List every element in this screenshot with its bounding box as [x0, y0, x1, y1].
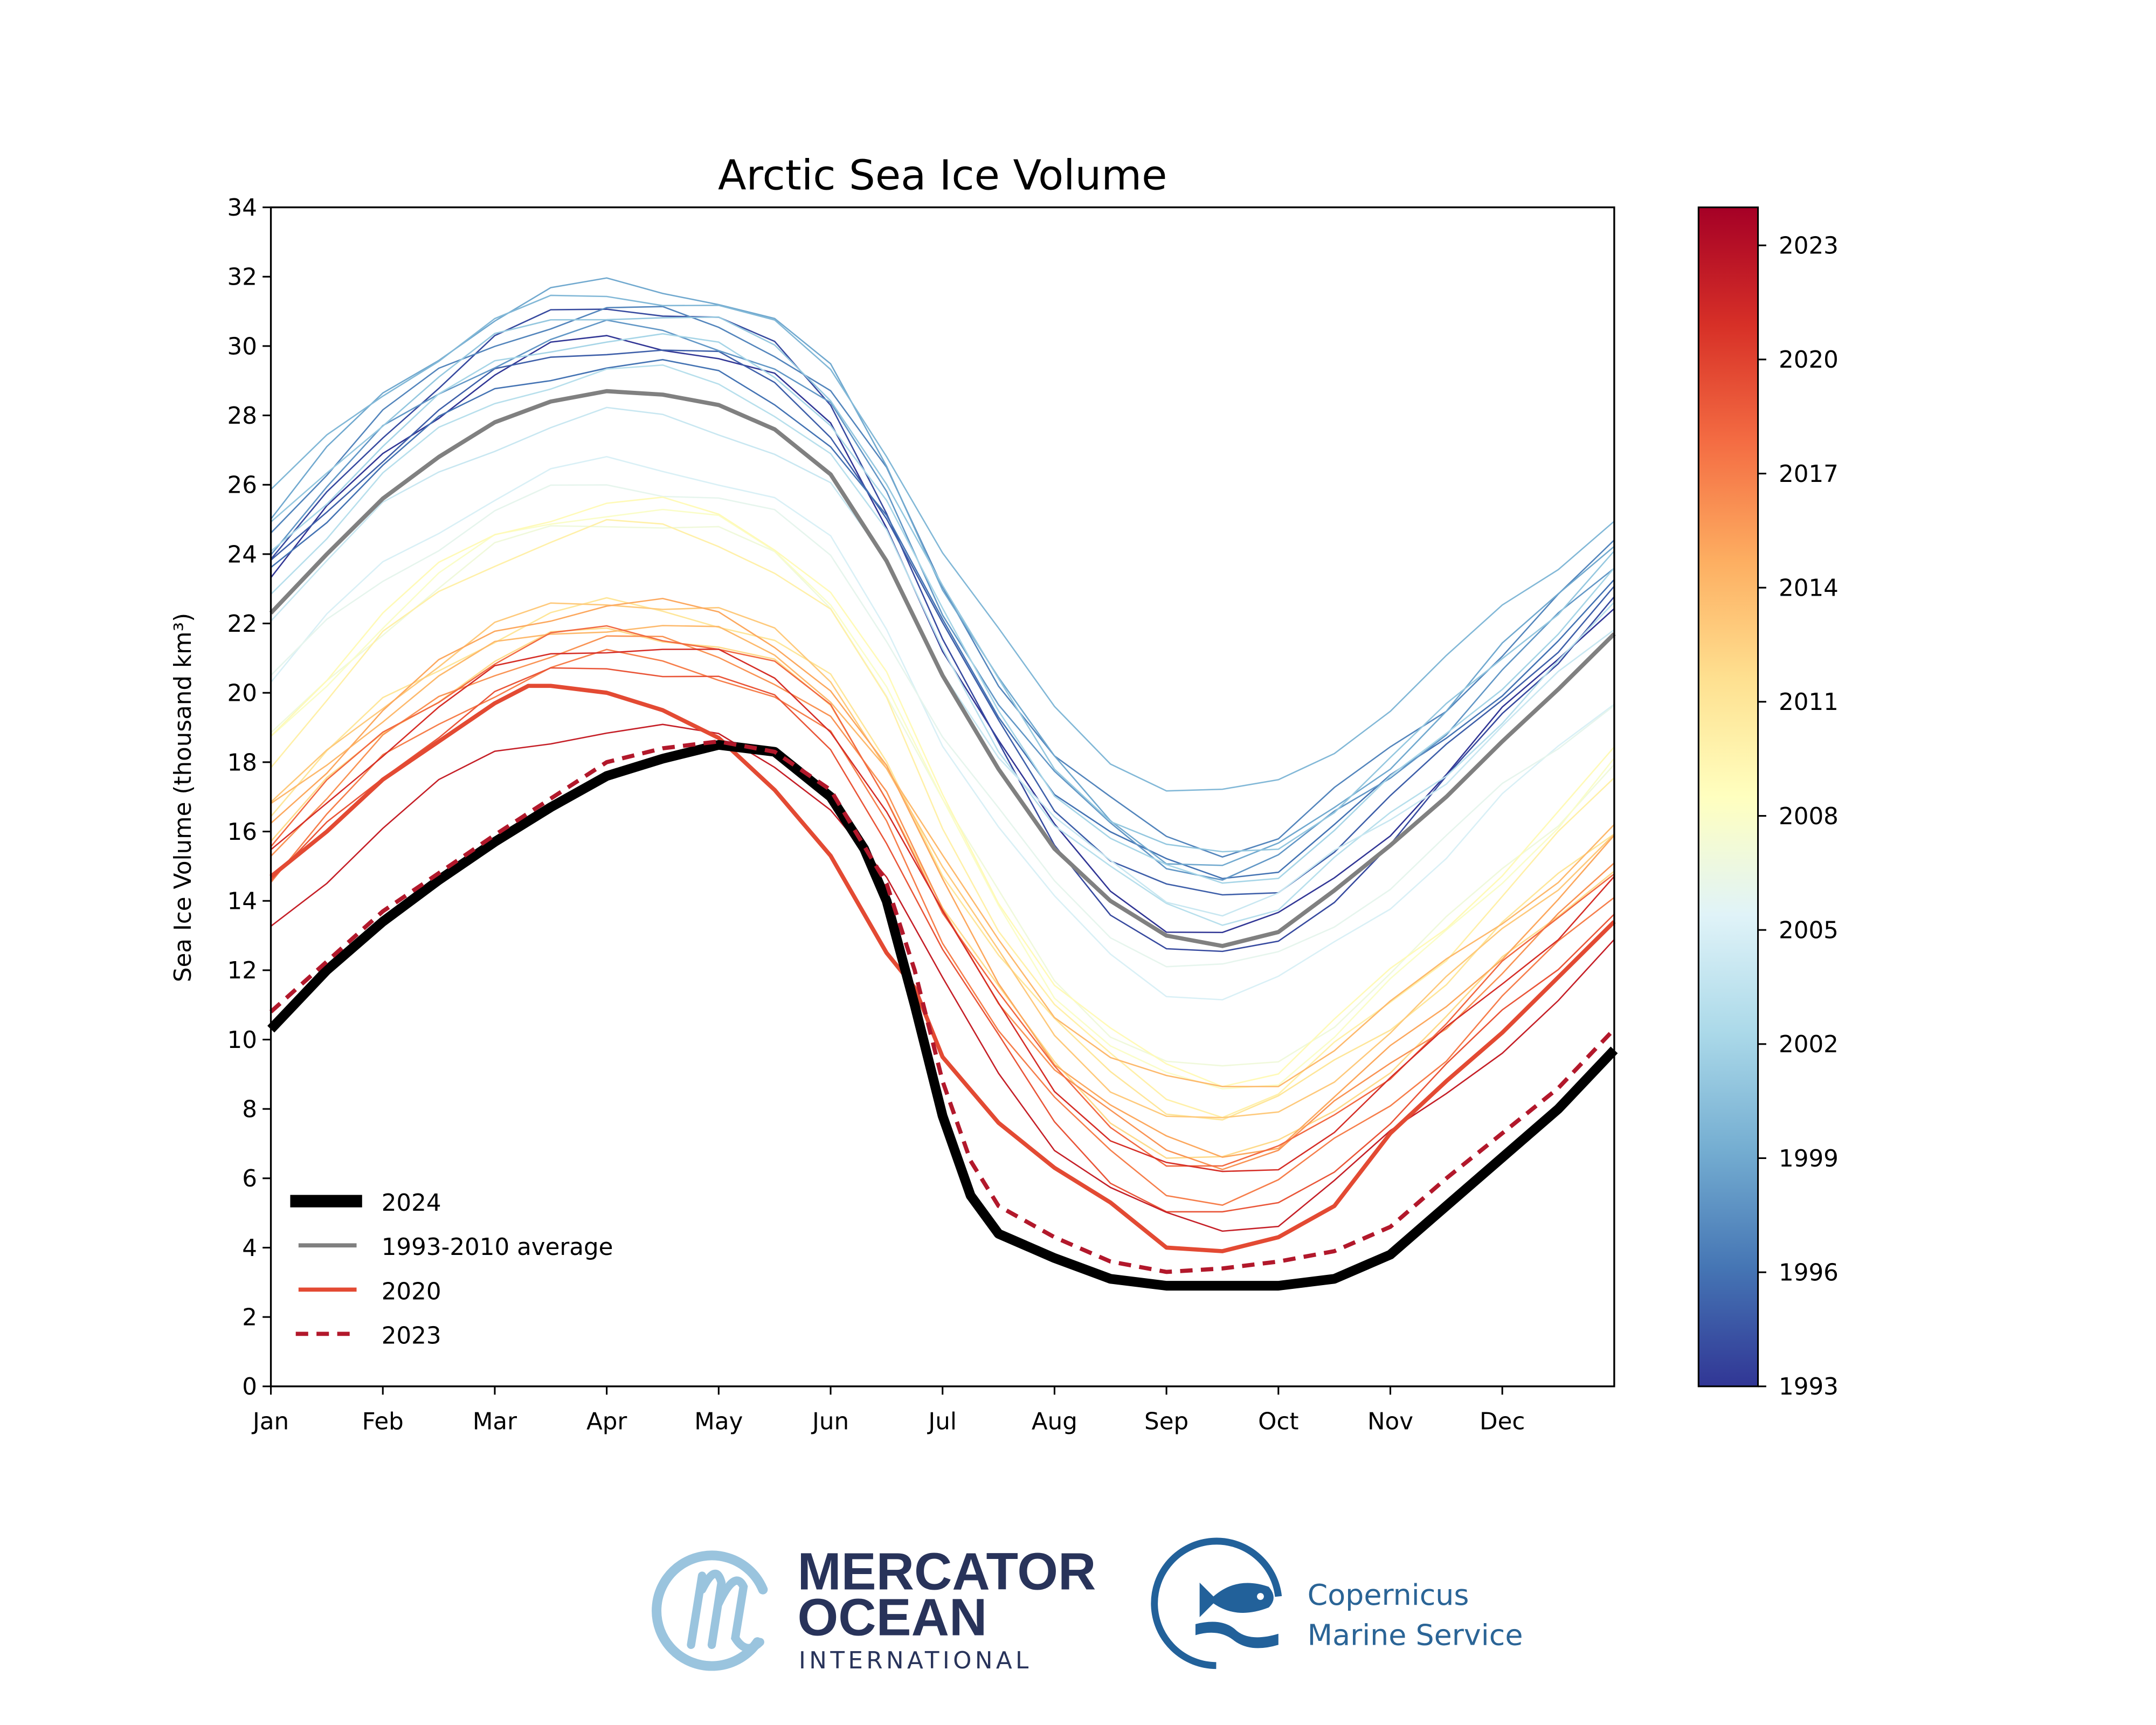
mercator-line2: OCEAN [797, 1588, 987, 1646]
y-tick-label: 2 [242, 1305, 257, 1331]
year-line-2019 [270, 667, 1615, 1213]
colorbar-tick-label: 2002 [1779, 1031, 1839, 1058]
y-axis-label: Sea Ice Volume (thousand km³) [170, 613, 197, 982]
year-line-2005 [270, 456, 1615, 1000]
year-line-1997 [270, 306, 1615, 858]
x-tick-label: Mar [473, 1408, 517, 1435]
year-line-1993 [270, 335, 1615, 934]
year-line-2009 [270, 496, 1615, 1087]
series-line-2024 [267, 740, 1618, 1291]
y-tick-label: 26 [227, 472, 257, 499]
colorbar-tick-label: 2011 [1779, 689, 1839, 716]
year-line-2003 [270, 364, 1615, 926]
y-tick-label: 18 [227, 749, 257, 776]
year-line-2014 [270, 625, 1615, 1087]
year-line-2004 [270, 406, 1615, 917]
y-tick-label: 0 [242, 1374, 257, 1400]
colorbar-tick-label: 1993 [1779, 1374, 1839, 1400]
year-line-1995 [270, 349, 1615, 896]
year-line-2022 [270, 723, 1615, 1232]
year-line-2018 [270, 625, 1615, 1167]
copernicus-marine-logo: Copernicus Marine Service [1151, 1537, 1523, 1669]
year-line-2021 [270, 648, 1615, 1172]
legend-label: 2020 [382, 1278, 441, 1305]
legend-label: 2024 [382, 1190, 441, 1217]
colorbar-tick-label: 2008 [1779, 803, 1839, 830]
y-tick-label: 24 [227, 541, 257, 568]
colorbar-tick-label: 2023 [1779, 233, 1839, 260]
x-tick-label: Jul [927, 1408, 957, 1435]
mercator-line1: MERCATOR [797, 1542, 1096, 1601]
y-tick-label: 12 [227, 957, 257, 984]
fish-icon [1199, 1582, 1274, 1617]
year-line-2000 [270, 294, 1615, 792]
colorbar-tick-label: 2020 [1779, 347, 1839, 374]
y-tick-label: 8 [242, 1096, 257, 1123]
copernicus-line1: Copernicus [1308, 1578, 1469, 1612]
y-tick-label: 30 [227, 333, 257, 360]
y-tick-label: 22 [227, 611, 257, 638]
colorbar [1697, 206, 1759, 1388]
colorbar-tick-label: 2017 [1779, 461, 1839, 488]
y-tick-label: 34 [227, 195, 257, 222]
y-tick-label: 20 [227, 680, 257, 707]
y-tick-label: 10 [227, 1027, 257, 1054]
x-tick-label: Aug [1032, 1408, 1077, 1435]
legend-label: 2023 [382, 1322, 441, 1349]
year-line-2011 [270, 597, 1615, 1121]
background-years-lines [270, 277, 1615, 1232]
copernicus-line2: Marine Service [1308, 1618, 1523, 1652]
mercator-circle-icon [652, 1550, 768, 1671]
x-tick-label: May [694, 1408, 743, 1435]
year-line-1996 [270, 358, 1615, 880]
copernicus-arc-icon [1151, 1537, 1282, 1669]
x-tick-label: Dec [1480, 1408, 1525, 1435]
legend: 2024 1993-2010 average 2020 2023 [290, 1190, 613, 1349]
x-tick-label: Jan [251, 1408, 289, 1435]
mercator-line3: INTERNATIONAL [799, 1647, 1032, 1674]
year-line-2013 [270, 602, 1615, 1119]
x-tick-label: Nov [1367, 1408, 1413, 1435]
x-tick-label: Feb [362, 1408, 404, 1435]
year-line-2010 [270, 519, 1615, 1119]
y-tick-label: 28 [227, 403, 257, 430]
y-tick-label: 4 [242, 1235, 257, 1262]
colorbar-tick-label: 2005 [1779, 917, 1839, 944]
x-axis: Jan Feb Mar Apr May Jun Jul Aug Sep Oct Nov Dec [251, 1386, 1525, 1435]
year-line-2017 [270, 648, 1615, 1206]
colorbar-tick-label: 1996 [1779, 1260, 1839, 1287]
highlight-series-lines [267, 389, 1618, 1291]
year-line-2008 [270, 508, 1615, 1090]
x-tick-label: Sep [1144, 1408, 1188, 1435]
series-line-2023 [269, 739, 1616, 1274]
x-tick-label: Apr [586, 1408, 627, 1435]
colorbar-tick-label: 1999 [1779, 1146, 1839, 1172]
mercator-ocean-logo: MERCATOR OCEAN INTERNATIONAL [652, 1542, 1096, 1674]
wave-icon [1195, 1622, 1279, 1648]
series-line-2020 [270, 684, 1616, 1253]
x-tick-label: Jun [811, 1408, 849, 1435]
x-tick-label: Oct [1258, 1408, 1298, 1435]
legend-label: 1993-2010 average [382, 1234, 613, 1261]
year-line-2001 [270, 316, 1615, 853]
year-line-1998 [270, 319, 1615, 881]
colorbar-tick-label: 2014 [1779, 575, 1839, 602]
y-tick-label: 16 [227, 819, 257, 846]
year-line-2006 [270, 484, 1615, 968]
year-line-2002 [270, 333, 1615, 884]
chart-title: Arctic Sea Ice Volume [718, 151, 1167, 199]
y-tick-label: 6 [242, 1165, 257, 1192]
year-line-2015 [270, 597, 1615, 1158]
y-tick-label: 14 [227, 888, 257, 915]
y-tick-label: 32 [227, 264, 257, 291]
mercator-m-icon [687, 1569, 764, 1652]
year-line-1999 [270, 277, 1615, 866]
colorbar-ticks: 1993 1996 1999 2002 2005 2008 2011 2014 2017 2020… [1758, 233, 1839, 1400]
year-line-2016 [270, 635, 1615, 1170]
series-line-1993-2010-average [269, 389, 1616, 948]
plot-frame [270, 206, 1615, 1388]
